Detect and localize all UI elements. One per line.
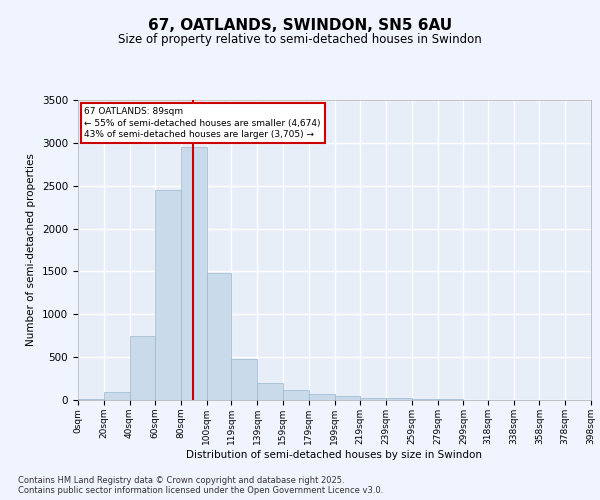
- Bar: [412, 399, 437, 400]
- Bar: [257, 384, 283, 400]
- Bar: [104, 392, 130, 400]
- Text: Contains HM Land Registry data © Crown copyright and database right 2025.
Contai: Contains HM Land Registry data © Crown c…: [18, 476, 383, 495]
- Bar: [155, 190, 181, 400]
- Y-axis label: Number of semi-detached properties: Number of semi-detached properties: [26, 154, 37, 346]
- Bar: [283, 390, 309, 400]
- Bar: [309, 394, 335, 400]
- Text: Size of property relative to semi-detached houses in Swindon: Size of property relative to semi-detach…: [118, 32, 482, 46]
- Bar: [130, 336, 155, 400]
- Bar: [207, 273, 232, 400]
- Bar: [335, 396, 360, 400]
- Text: 67 OATLANDS: 89sqm
← 55% of semi-detached houses are smaller (4,674)
43% of semi: 67 OATLANDS: 89sqm ← 55% of semi-detache…: [85, 107, 321, 140]
- Text: 67, OATLANDS, SWINDON, SN5 6AU: 67, OATLANDS, SWINDON, SN5 6AU: [148, 18, 452, 32]
- Bar: [181, 147, 207, 400]
- Bar: [360, 398, 386, 400]
- Bar: [386, 398, 412, 400]
- Bar: [78, 398, 104, 400]
- X-axis label: Distribution of semi-detached houses by size in Swindon: Distribution of semi-detached houses by …: [187, 450, 482, 460]
- Bar: [232, 359, 257, 400]
